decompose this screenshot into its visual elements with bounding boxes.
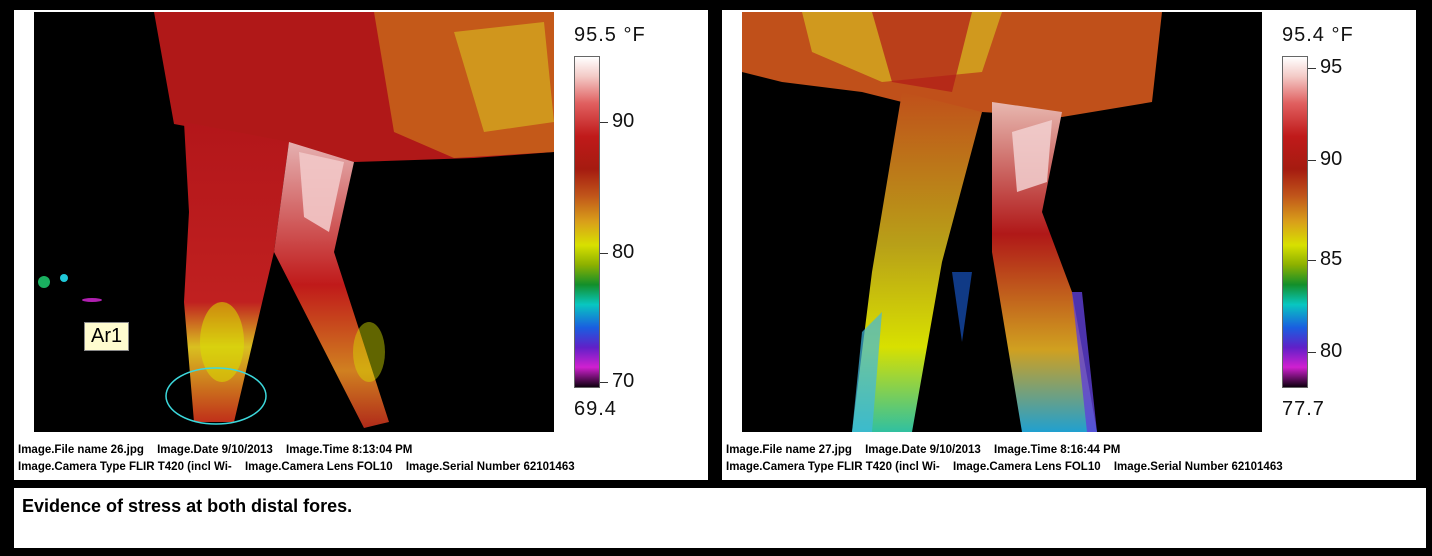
thermal-image-right xyxy=(742,12,1262,432)
scale-tick-label-left-80: 80 xyxy=(612,241,635,263)
scale-tick-label-right-85: 85 xyxy=(1320,248,1343,270)
meta-time-left: Image.Time 8:13:04 PM xyxy=(286,444,413,456)
scale-tick-right-80 xyxy=(1308,352,1316,353)
scale-max-right: 95.4 °F xyxy=(1282,24,1354,46)
thermal-panel-right: 95.4 °F 95 90 85 80 77.7 Image.File name… xyxy=(720,8,1418,482)
meta-camera-lens-left: Image.Camera Lens FOL10 xyxy=(244,461,393,473)
caption-box: Evidence of stress at both distal fores. xyxy=(12,486,1428,550)
scale-tick-label-right-95: 95 xyxy=(1320,56,1343,78)
scale-tick-label-right-80: 80 xyxy=(1320,340,1343,362)
image-metadata-row2-left: Image.Camera Type FLIR T420 (incl Wi- Im… xyxy=(18,461,585,473)
image-metadata-row1-left: Image.File name 26.jpg Image.Date 9/10/2… xyxy=(18,444,422,456)
meta-date-left: Image.Date 9/10/2013 xyxy=(157,444,273,456)
scale-tick-label-left-70: 70 xyxy=(612,370,635,392)
scale-tick-right-90 xyxy=(1308,160,1316,161)
thermal-image-left xyxy=(34,12,554,432)
meta-camera-lens-right: Image.Camera Lens FOL10 xyxy=(952,461,1101,473)
color-scale-left xyxy=(574,56,600,388)
scale-tick-left-80 xyxy=(600,253,608,254)
thermal-panel-left: Ar1 95.5 °F 90 80 70 69.4 Image.File nam… xyxy=(12,8,710,482)
image-metadata-row1-right: Image.File name 27.jpg Image.Date 9/10/2… xyxy=(726,444,1130,456)
meta-camera-type-right: Image.Camera Type FLIR T420 (incl Wi- xyxy=(726,461,940,473)
meta-file-name-left: Image.File name 26.jpg xyxy=(18,444,144,456)
meta-serial-left: Image.Serial Number 62101463 xyxy=(405,461,575,473)
meta-file-name-right: Image.File name 27.jpg xyxy=(726,444,852,456)
scale-tick-label-right-90: 90 xyxy=(1320,148,1343,170)
meta-serial-right: Image.Serial Number 62101463 xyxy=(1113,461,1283,473)
image-metadata-row2-right: Image.Camera Type FLIR T420 (incl Wi- Im… xyxy=(726,461,1293,473)
area-label-ar1: Ar1 xyxy=(84,322,130,351)
scale-tick-right-85 xyxy=(1308,260,1316,261)
scale-tick-right-95 xyxy=(1308,68,1316,69)
scale-min-left: 69.4 xyxy=(574,398,617,420)
meta-date-right: Image.Date 9/10/2013 xyxy=(865,444,981,456)
thermal-image-right-graphic xyxy=(742,12,1262,432)
thermal-image-left-graphic xyxy=(34,12,554,432)
meta-camera-type-left: Image.Camera Type FLIR T420 (incl Wi- xyxy=(18,461,232,473)
scale-max-left: 95.5 °F xyxy=(574,24,646,46)
scale-tick-left-70 xyxy=(600,382,608,383)
scale-min-right: 77.7 xyxy=(1282,398,1325,420)
scale-tick-left-90 xyxy=(600,122,608,123)
ar1-ellipse-marker[interactable] xyxy=(165,367,267,425)
caption-text: Evidence of stress at both distal fores. xyxy=(22,496,353,516)
scale-tick-label-left-90: 90 xyxy=(612,110,635,132)
meta-time-right: Image.Time 8:16:44 PM xyxy=(994,444,1121,456)
color-scale-right xyxy=(1282,56,1308,388)
